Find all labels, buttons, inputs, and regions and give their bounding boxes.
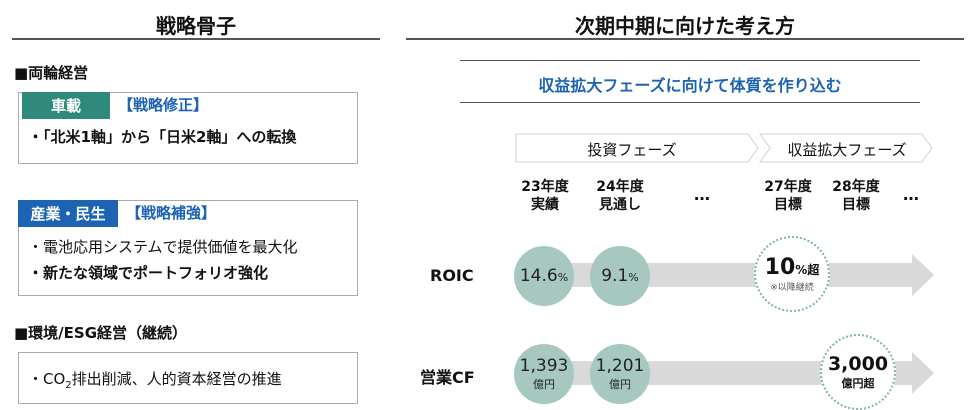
esg-line: ・CO2排出削減、人的資本経営の推進	[28, 370, 282, 391]
invest-phase-label: 投資フェーズ	[587, 141, 677, 159]
invest-phase-chevron	[515, 133, 759, 163]
industry-bracket: 【戦略補強】	[126, 204, 217, 222]
industry-line-2: ・新たな領域でポートフォリオ強化	[28, 264, 269, 282]
industry-badge: 産業・民生	[18, 200, 118, 227]
phase-chevrons	[515, 133, 933, 163]
roic-fy24-circle: 9.1%	[590, 246, 650, 306]
subtitle-rule-top	[460, 60, 920, 61]
section-esg: ■環境/ESG経営（継続）	[14, 324, 188, 342]
subtitle-rule-bottom	[460, 102, 920, 103]
col-fy24: 24年度 見通し	[596, 179, 644, 213]
roic-arrow	[520, 254, 934, 296]
right-header-rule	[406, 38, 964, 40]
profit-phase-chevron	[759, 133, 933, 163]
subtitle: 収益拡大フェーズに向けて体質を作り込む	[538, 76, 842, 95]
auto-bracket: 【戦略修正】	[118, 96, 209, 114]
auto-badge: 車載	[22, 92, 110, 119]
cf-fy23-circle: 1,393 億円	[514, 344, 574, 404]
col-fy27: 27年度 目標	[764, 179, 812, 213]
left-header-rule	[12, 38, 380, 40]
auto-line-1: ・「北米1軸」から「日米2軸」への転換	[28, 128, 297, 146]
right-header: 次期中期に向けた考え方	[575, 14, 795, 38]
col-fy23: 23年度 実績	[521, 179, 569, 213]
esg-box	[18, 352, 358, 404]
col-fy28: 28年度 目標	[832, 179, 880, 213]
section-dual-management: ■両輪経営	[14, 64, 89, 82]
roic-fy23-circle: 14.6%	[514, 246, 574, 306]
cf-target-circle: 3,000 億円超	[820, 334, 896, 410]
left-header: 戦略骨子	[156, 14, 236, 38]
roic-target-circle: 10%超 ※以降継続	[754, 236, 830, 312]
col-ellipsis-1: …	[694, 185, 710, 204]
roic-label: ROIC	[430, 266, 474, 285]
col-ellipsis-2: …	[903, 185, 919, 204]
industry-line-1: ・電池応用システムで提供価値を最大化	[28, 238, 298, 256]
profit-phase-label: 収益拡大フェーズ	[787, 141, 907, 159]
cf-label: 営業CF	[420, 368, 475, 387]
cf-fy24-circle: 1,201 億円	[590, 344, 650, 404]
